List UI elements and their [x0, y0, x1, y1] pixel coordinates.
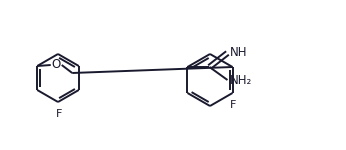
Text: F: F: [56, 109, 62, 119]
Text: O: O: [52, 58, 61, 72]
Text: NH₂: NH₂: [229, 75, 252, 87]
Text: F: F: [230, 100, 237, 110]
Text: NH: NH: [229, 45, 247, 58]
